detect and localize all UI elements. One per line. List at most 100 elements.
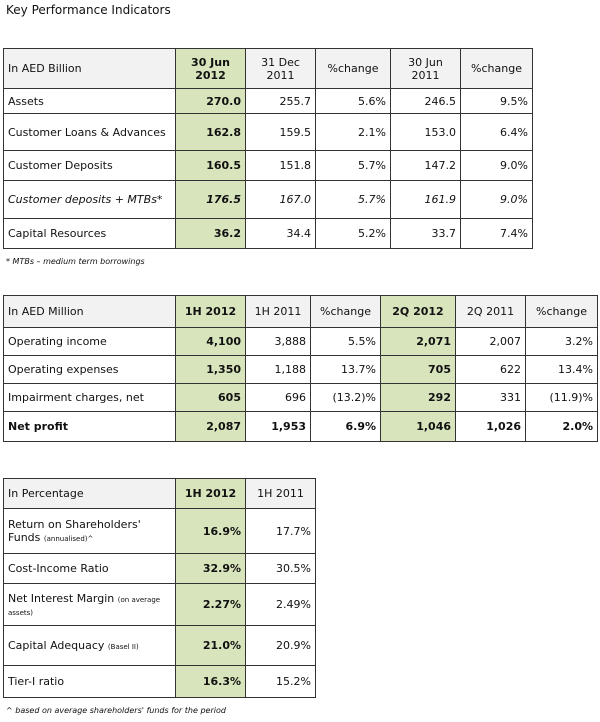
- value-cell: 15.2%: [245, 665, 316, 698]
- row-label: Customer deposits + MTBs*: [3, 180, 176, 219]
- value-cell: 1,188: [245, 355, 311, 384]
- value-cell: 1,046: [380, 411, 456, 442]
- value-cell: 34.4: [245, 218, 316, 249]
- label-note: (annualised)^: [43, 535, 94, 543]
- value-cell: 2,007: [455, 327, 526, 356]
- value-cell: 1,953: [245, 411, 311, 442]
- data-row: Operating expenses 1,350 1,188 13.7% 705 622 1…: [3, 355, 598, 384]
- row-label: Tier-I ratio: [3, 665, 176, 698]
- header-cell: In AED Million: [3, 295, 176, 328]
- value-cell: 1,026: [455, 411, 526, 442]
- value-cell: 5.6%: [315, 88, 391, 114]
- header-cell: In Percentage: [3, 478, 176, 509]
- header-row: In AED Million 1H 2012 1H 2011 %change 2Q 20…: [3, 295, 598, 328]
- header-cell: 30 Jun 2011: [390, 48, 461, 89]
- row-label: Customer Deposits: [3, 150, 176, 181]
- value-cell: 9.0%: [460, 180, 533, 219]
- value-cell: 705: [380, 355, 456, 384]
- value-cell: 36.2: [175, 218, 246, 249]
- label-text: Customer deposits + MTBs*: [8, 193, 163, 206]
- value-cell: 270.0: [175, 88, 246, 114]
- value-cell: 255.7: [245, 88, 316, 114]
- data-row: Impairment charges, net 605 696 (13.2)% 292 3…: [3, 383, 598, 412]
- data-row: Tier-I ratio 16.3% 15.2%: [3, 665, 316, 698]
- value-cell: 2.27%: [175, 583, 246, 626]
- value-cell: 30.5%: [245, 553, 316, 584]
- value-cell: 17.7%: [245, 508, 316, 554]
- label-text: Net profit: [8, 420, 69, 433]
- value-cell: 5.2%: [315, 218, 391, 249]
- data-row: Customer Loans & Advances 162.8 159.5 2.1% 1…: [3, 113, 533, 151]
- value-cell: 13.4%: [525, 355, 598, 384]
- value-cell: 696: [245, 383, 311, 412]
- row-label: Capital Resources: [3, 218, 176, 249]
- header-cell: 30 Jun 2012: [175, 48, 246, 89]
- data-row: Assets 270.0 255.7 5.6% 246.5 9.5%: [3, 88, 533, 114]
- value-cell: 2,087: [175, 411, 246, 442]
- row-label: Impairment charges, net: [3, 383, 176, 412]
- header-cell: 1H 2011: [245, 478, 316, 509]
- value-cell: 622: [455, 355, 526, 384]
- header-cell: %change: [310, 295, 381, 328]
- value-cell: (11.9)%: [525, 383, 598, 412]
- data-row: Customer Deposits 160.5 151.8 5.7% 147.2 9.0%: [3, 150, 533, 181]
- value-cell: 162.8: [175, 113, 246, 151]
- data-row: Capital Adequacy (Basel II) 21.0% 20.9%: [3, 625, 316, 666]
- data-row: Capital Resources 36.2 34.4 5.2% 33.7 7.4%: [3, 218, 533, 249]
- data-row: Net Interest Margin (on average assets) 2…: [3, 583, 316, 626]
- value-cell: 4,100: [175, 327, 246, 356]
- value-cell: 6.9%: [310, 411, 381, 442]
- header-cell: 2Q 2011: [455, 295, 526, 328]
- kpi-table: In Percentage 1H 2012 1H 2011 Return on Sha…: [3, 478, 316, 698]
- header-cell: %change: [525, 295, 598, 328]
- label-note: (on average assets): [8, 595, 161, 617]
- row-label: Cost-Income Ratio: [3, 553, 176, 584]
- page-title: Key Performance Indicators: [6, 3, 171, 17]
- value-cell: 3.2%: [525, 327, 598, 356]
- header-cell: 1H 2012: [175, 478, 246, 509]
- data-row: Net profit 2,087 1,953 6.9% 1,046 1,026 2.0%: [3, 411, 598, 442]
- header-cell: In AED Billion: [3, 48, 176, 89]
- value-cell: 21.0%: [175, 625, 246, 666]
- value-cell: 292: [380, 383, 456, 412]
- value-cell: 5.5%: [310, 327, 381, 356]
- value-cell: 167.0: [245, 180, 316, 219]
- header-cell: 2Q 2012: [380, 295, 456, 328]
- row-label: Capital Adequacy (Basel II): [3, 625, 176, 666]
- value-cell: 176.5: [175, 180, 246, 219]
- table-wrap: In Percentage 1H 2012 1H 2011 Return on Sha…: [3, 478, 316, 698]
- value-cell: 161.9: [390, 180, 461, 219]
- value-cell: 2.1%: [315, 113, 391, 151]
- value-cell: 331: [455, 383, 526, 412]
- value-cell: 3,888: [245, 327, 311, 356]
- label-text: Return on Shareholders' Funds: [8, 518, 141, 544]
- row-label: Net profit: [3, 411, 176, 442]
- value-cell: 151.8: [245, 150, 316, 181]
- value-cell: 32.9%: [175, 553, 246, 584]
- label-text: Tier-I ratio: [8, 675, 65, 688]
- kpi-table: In AED Billion 30 Jun 2012 31 Dec 2011 %cha…: [3, 48, 533, 249]
- row-label: Net Interest Margin (on average assets): [3, 583, 176, 626]
- value-cell: 33.7: [390, 218, 461, 249]
- row-label: Assets: [3, 88, 176, 114]
- value-cell: 20.9%: [245, 625, 316, 666]
- row-label: Customer Loans & Advances: [3, 113, 176, 151]
- row-label: Return on Shareholders' Funds (annualise…: [3, 508, 176, 554]
- label-text: Assets: [8, 94, 44, 108]
- value-cell: 2,071: [380, 327, 456, 356]
- row-label: Operating expenses: [3, 355, 176, 384]
- label-text: Capital Resources: [8, 227, 107, 240]
- value-cell: 6.4%: [460, 113, 533, 151]
- label-text: Cost-Income Ratio: [8, 562, 109, 575]
- value-cell: 1,350: [175, 355, 246, 384]
- label-text: Impairment charges, net: [8, 391, 144, 404]
- value-cell: 9.0%: [460, 150, 533, 181]
- label-text: Capital Adequacy: [8, 639, 105, 652]
- value-cell: 16.9%: [175, 508, 246, 554]
- row-label: Operating income: [3, 327, 176, 356]
- header-cell: %change: [460, 48, 533, 89]
- data-row: Return on Shareholders' Funds (annualise…: [3, 508, 316, 554]
- value-cell: 159.5: [245, 113, 316, 151]
- label-note: (Basel II): [107, 643, 139, 651]
- header-row: In AED Billion 30 Jun 2012 31 Dec 2011 %cha…: [3, 48, 533, 89]
